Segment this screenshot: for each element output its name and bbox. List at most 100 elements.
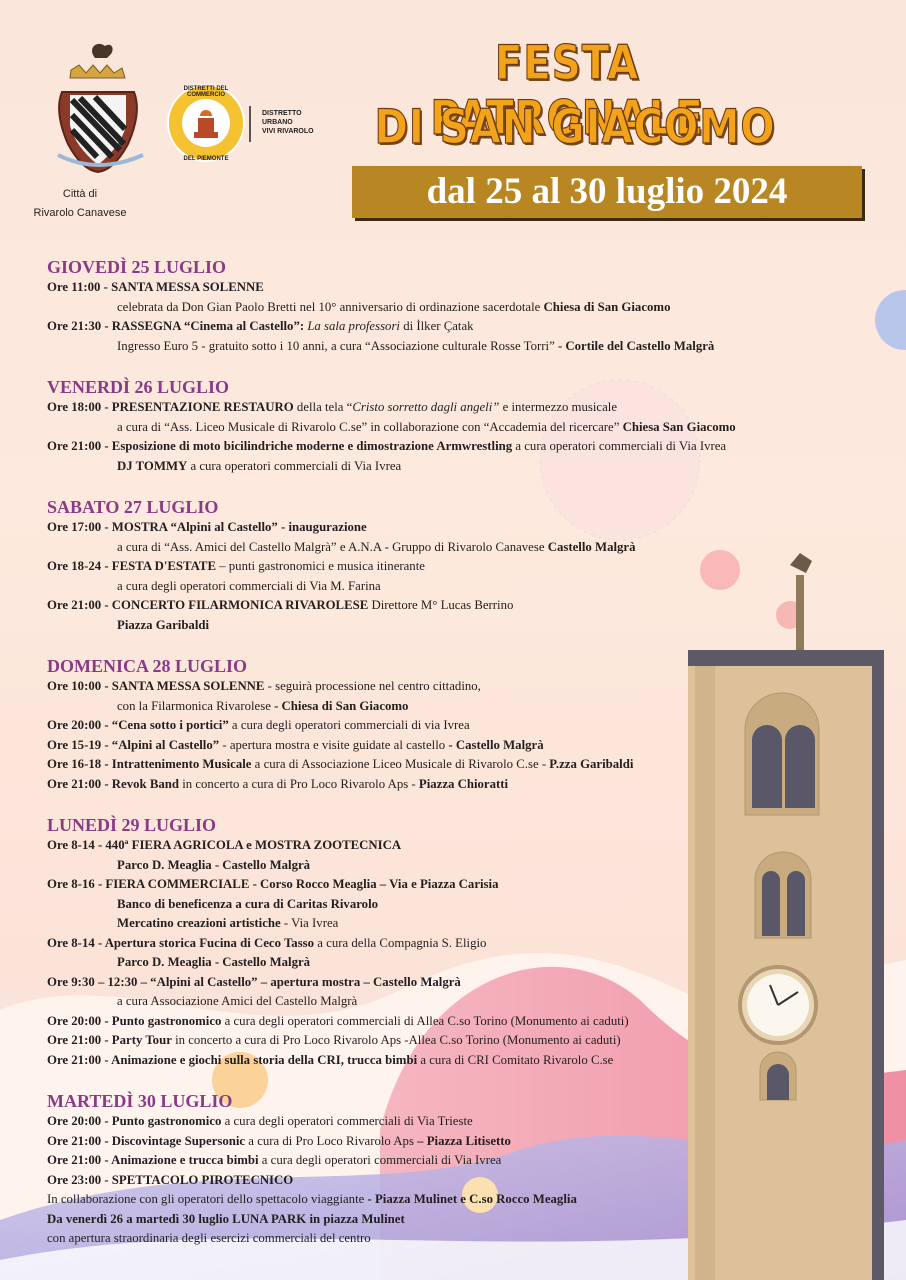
- text-segment: Ore 20:00 - Punto gastronomico: [47, 1114, 222, 1128]
- program-line: In collaborazione con gli operatori dell…: [47, 1190, 707, 1210]
- text-segment: Ore 21:00 - CONCERTO FILARMONICA RIVAROL…: [47, 598, 369, 612]
- text-segment: Ore 15-19 - “Alpini al Castello”: [47, 737, 220, 752]
- text-segment: Ore 21:00 - Discovintage Supersonic: [47, 1133, 246, 1148]
- program-line: a cura di “Ass. Amici del Castello Malgr…: [47, 538, 707, 558]
- day: VENERDÌ 26 LUGLIO Ore 18:00 - PRESENTAZIO…: [47, 376, 736, 477]
- day-heading: DOMENICA 28 LUGLIO: [47, 656, 248, 676]
- text-segment: Ore 21:00 - Animazione e trucca bimbi: [47, 1153, 259, 1167]
- program-line: Ore 21:00 - Animazione e trucca bimbi a …: [47, 1151, 707, 1171]
- program: GIOVEDÌ 25 LUGLIO Ore 11:00 - SANTA MESSA…: [47, 256, 736, 1249]
- day-heading: LUNEDÌ 29 LUGLIO: [47, 815, 217, 835]
- text-segment: a cura degli operatori commerciali di vi…: [228, 718, 470, 732]
- text-segment: con la Filarmonica Rivarolese: [117, 698, 275, 713]
- text-segment: di İlker Çatak: [400, 319, 474, 333]
- text-segment: Ore 10:00 - SANTA MESSA SOLENNE: [47, 679, 265, 693]
- day: GIOVEDÌ 25 LUGLIO Ore 11:00 - SANTA MESSA…: [47, 256, 714, 357]
- text-segment: Ingresso Euro 5 - gratuito sotto i 10 an…: [117, 338, 558, 353]
- program-line: Banco di beneficenza a cura di Caritas R…: [47, 895, 707, 915]
- program-line: Mercatino creazioni artistiche - Via Ivr…: [47, 914, 707, 934]
- text-segment: Ore 18-24 - FESTA D'ESTATE: [47, 559, 216, 573]
- text-segment: a cura di Associazione Liceo Musicale di…: [251, 757, 550, 771]
- date-banner: dal 25 al 30 luglio 2024: [352, 166, 862, 218]
- program-line: con la Filarmonica Rivarolese - Chiesa d…: [47, 697, 707, 717]
- program-line: a cura di “Ass. Liceo Musicale di Rivaro…: [47, 418, 736, 438]
- program-line: Ore 21:00 - Animazione e giochi sulla st…: [47, 1051, 707, 1071]
- text-segment: a cura operatori commerciali di Via Ivre…: [187, 458, 402, 473]
- day-heading: MARTEDÌ 30 LUGLIO: [47, 1091, 233, 1111]
- program-line: Ingresso Euro 5 - gratuito sotto i 10 an…: [47, 337, 714, 357]
- program-line: Ore 21:00 - Party Tour in concerto a cur…: [47, 1031, 707, 1051]
- text-segment: Parco D. Meaglia - Castello Malgrà: [117, 955, 311, 969]
- text-segment: - Cortile del Castello Malgrà: [557, 338, 715, 353]
- program-line: celebrata da Don Gian Paolo Bretti nel 1…: [47, 298, 707, 318]
- text-segment: in concerto a cura di Pro Loco Rivarolo …: [179, 776, 419, 791]
- text-segment: e intermezzo musicale: [499, 400, 618, 414]
- text-segment: P.zza Garibaldi: [549, 757, 634, 771]
- program-line: Da venerdì 26 a martedì 30 luglio LUNA P…: [47, 1210, 707, 1230]
- text-segment: Cristo sorretto dagli angeli”: [352, 400, 500, 414]
- text-segment: a cura di CRI Comitato Rivarolo C.se: [417, 1052, 614, 1067]
- program-line: Ore 23:00 - SPETTACOLO PIROTECNICO: [47, 1171, 707, 1191]
- text-segment: In collaborazione con gli operatori dell…: [47, 1192, 368, 1206]
- text-segment: - Chiesa di San Giacomo: [274, 698, 409, 713]
- text-segment: a cura operatori commerciali di Via Ivre…: [512, 439, 727, 453]
- program-line: Ore 11:00 - SANTA MESSA SOLENNE: [47, 278, 707, 298]
- text-segment: – Piazza Litisetto: [417, 1133, 511, 1148]
- text-segment: Chiesa di San Giacomo: [543, 299, 671, 314]
- text-segment: Castello Malgrà: [547, 539, 636, 554]
- text-segment: Ore 9:30 – 12:30 – “Alpini al Castello” …: [47, 974, 461, 989]
- text-segment: Chiesa San Giacomo: [622, 419, 736, 434]
- text-segment: a cura degli operatori commerciali di Vi…: [221, 1114, 473, 1128]
- program-line: Ore 16-18 - Intrattenimento Musicale a c…: [47, 755, 707, 775]
- text-segment: a cura di “Ass. Amici del Castello Malgr…: [117, 539, 548, 554]
- text-segment: con apertura straordinaria degli eserciz…: [47, 1231, 371, 1245]
- text-segment: a cura di “Ass. Liceo Musicale di Rivaro…: [117, 419, 623, 434]
- district-logo: [167, 84, 251, 162]
- text-segment: - seguirà processione nel centro cittadi…: [264, 679, 481, 693]
- text-segment: celebrata da Don Gian Paolo Bretti nel 1…: [117, 299, 544, 314]
- program-line: Ore 8-14 - Apertura storica Fucina di Ce…: [47, 934, 707, 954]
- deco-circle: [700, 550, 740, 590]
- text-segment: Piazza Garibaldi: [117, 617, 210, 632]
- text-segment: a cura degli operatori commerciali di Vi…: [258, 1153, 502, 1167]
- text-segment: La sala professori: [307, 319, 400, 333]
- day: LUNEDÌ 29 LUGLIO Ore 8-14 - 440ª FIERA AG…: [47, 814, 707, 1070]
- program-line: a cura Associazione Amici del Castello M…: [47, 992, 707, 1012]
- text-segment: Ore 8-14 - 440ª FIERA AGRICOLA e MOSTRA …: [47, 838, 402, 852]
- day: SABATO 27 LUGLIO Ore 17:00 - MOSTRA “Alpi…: [47, 496, 707, 635]
- text-segment: Ore 23:00 - SPETTACOLO PIROTECNICO: [47, 1172, 294, 1187]
- city-label: Città di: [62, 188, 98, 200]
- text-segment: a cura della Compagnia S. Eligio: [314, 935, 487, 950]
- program-line: Ore 8-16 - FIERA COMMERCIALE - Corso Roc…: [47, 875, 707, 895]
- text-segment: Ore 21:00 - Animazione e giochi sulla st…: [47, 1052, 418, 1067]
- text-segment: - apertura mostra e visite guidate al ca…: [219, 737, 449, 752]
- text-segment: Piazza Chioratti: [418, 776, 509, 791]
- bell-tower: [688, 553, 884, 1280]
- text-segment: a cura degli operatori commerciali di Al…: [221, 1013, 629, 1028]
- deco-circle: [875, 290, 906, 350]
- program-line: Piazza Garibaldi: [47, 616, 707, 636]
- text-segment: Parco D. Meaglia - Castello Malgrà: [117, 857, 311, 872]
- text-segment: DJ TOMMY: [117, 458, 188, 473]
- text-segment: Ore 11:00 - SANTA MESSA SOLENNE: [47, 280, 264, 294]
- program-line: Ore 20:00 - Punto gastronomico a cura de…: [47, 1112, 707, 1132]
- text-segment: – punti gastronomici e musica itinerante: [215, 559, 425, 573]
- program-line: a cura degli operatori commerciali di Vi…: [47, 577, 707, 597]
- text-segment: a cura degli operatori commerciali di Vi…: [117, 578, 381, 593]
- text-segment: - Via Ivrea: [280, 916, 339, 930]
- text-segment: della tela “: [293, 400, 353, 414]
- title: FESTA PATRONALE: [430, 35, 704, 146]
- program-line: Ore 21:00 - Discovintage Supersonic a cu…: [47, 1132, 707, 1152]
- text-segment: Ore 21:00 - Revok Band: [47, 776, 179, 791]
- wave: [0, 1220, 906, 1280]
- program-line: Ore 20:00 - “Cena sotto i portici” a cur…: [47, 716, 707, 736]
- text-segment: Direttore M° Lucas Berrino: [368, 598, 514, 612]
- program-line: DJ TOMMY a cura operatori commerciali di…: [47, 457, 707, 477]
- text-segment: Mercatino creazioni artistiche: [117, 916, 281, 930]
- deco-circle: [539, 379, 701, 541]
- program-line: Ore 21:30 - RASSEGNA “Cinema al Castello…: [47, 317, 707, 337]
- program-line: Ore 17:00 - MOSTRA “Alpini al Castello” …: [47, 518, 707, 538]
- text-segment: Ore 20:00 - Punto gastronomico: [47, 1013, 222, 1028]
- program-line: Ore 9:30 – 12:30 – “Alpini al Castello” …: [47, 973, 707, 993]
